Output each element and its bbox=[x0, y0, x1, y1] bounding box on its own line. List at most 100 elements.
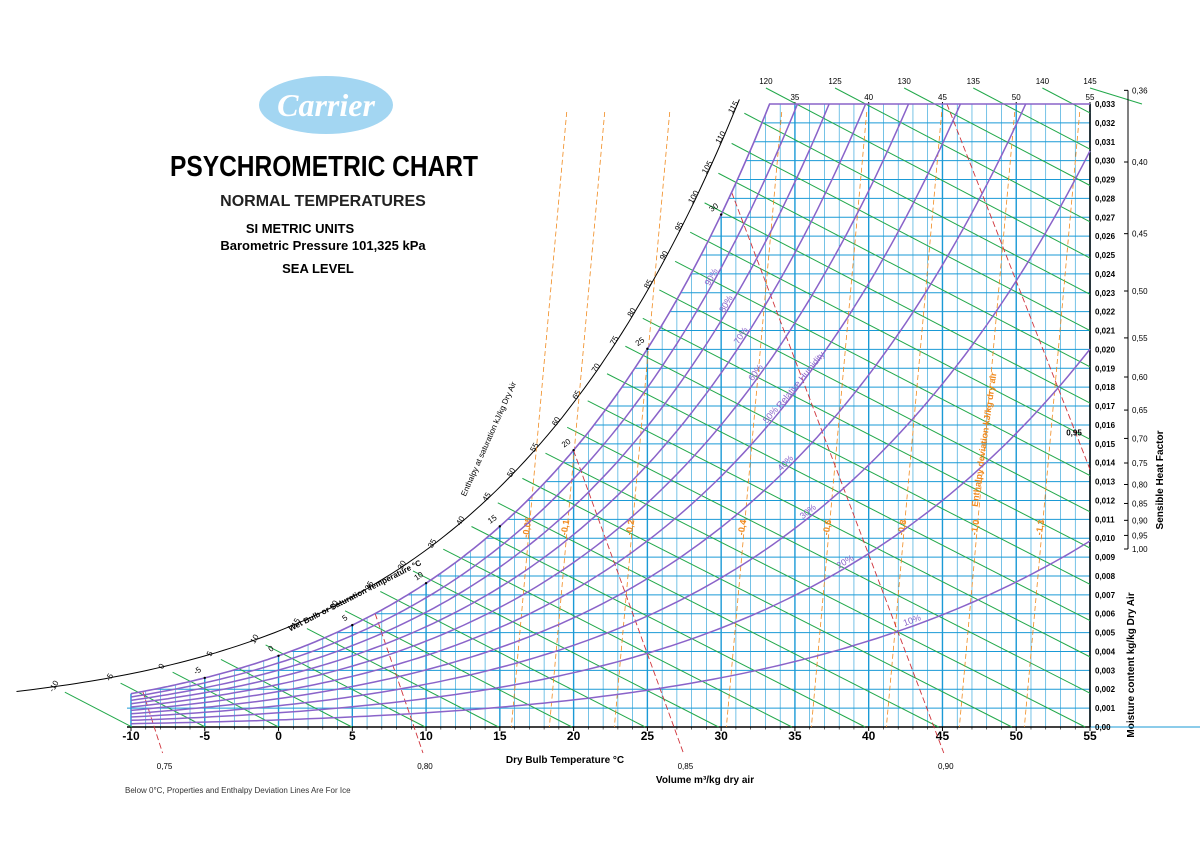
pressure-label: Barometric Pressure bbox=[220, 238, 348, 253]
volume-axis-label: Volume m³/kg dry air bbox=[656, 775, 754, 786]
pressure: Barometric Pressure 101,325 kPa bbox=[220, 238, 426, 253]
top-x-tick-label: 45 bbox=[938, 93, 947, 102]
y-tick-label: 0,025 bbox=[1095, 251, 1116, 260]
shf-tick-label: 0,75 bbox=[1132, 459, 1148, 468]
y-tick-label: 0,006 bbox=[1095, 610, 1116, 619]
y-tick-label: 0,021 bbox=[1095, 327, 1116, 336]
x-tick-label: 25 bbox=[641, 729, 655, 743]
units: SI METRIC UNITS bbox=[246, 221, 355, 236]
y-tick-label: 0,031 bbox=[1095, 138, 1116, 147]
volume-label: 0,80 bbox=[417, 762, 433, 771]
y-tick-label: 0,020 bbox=[1095, 345, 1116, 354]
y-tick-label: 0,030 bbox=[1095, 157, 1116, 166]
wet-bulb-point bbox=[572, 449, 574, 451]
y-tick-label: 0,002 bbox=[1095, 685, 1116, 694]
shf-tick-label: 0,60 bbox=[1132, 373, 1148, 382]
x-tick-label: 35 bbox=[788, 729, 802, 743]
shf-tick-label: 0,55 bbox=[1132, 334, 1148, 343]
logo: Carrier bbox=[277, 87, 375, 123]
y-tick-label: 0,005 bbox=[1095, 629, 1116, 638]
top-x-tick-label: 50 bbox=[1012, 93, 1021, 102]
wet-bulb-point bbox=[277, 655, 279, 657]
shf-tick-label: 0,50 bbox=[1132, 287, 1148, 296]
enthalpy-label: 145 bbox=[1083, 77, 1097, 86]
y-tick-label: 0,029 bbox=[1095, 176, 1116, 185]
wet-bulb-point bbox=[204, 677, 206, 679]
y-tick-label: 0,013 bbox=[1095, 478, 1116, 487]
y-tick-label: 0,022 bbox=[1095, 308, 1116, 317]
y-tick-label: 0,009 bbox=[1095, 553, 1116, 562]
x-tick-label: -5 bbox=[199, 729, 210, 743]
x-tick-label: 50 bbox=[1010, 729, 1024, 743]
chart-subtitle: NORMAL TEMPERATURES bbox=[220, 193, 426, 210]
enthalpy-label: 130 bbox=[897, 77, 911, 86]
x-tick-label: 30 bbox=[714, 729, 728, 743]
wet-bulb-point bbox=[499, 525, 501, 527]
y-tick-label: 0,010 bbox=[1095, 534, 1116, 543]
shf-tick-label: 0,36 bbox=[1132, 86, 1148, 95]
volume-label: 0,75 bbox=[157, 762, 173, 771]
shf-tick-label: 0,65 bbox=[1132, 406, 1148, 415]
enthalpy-label: 135 bbox=[967, 77, 981, 86]
y-tick-label: 0,027 bbox=[1095, 213, 1116, 222]
y-tick-label: 0,012 bbox=[1095, 496, 1116, 505]
y-tick-label: 0,033 bbox=[1095, 100, 1116, 109]
top-x-tick-label: 40 bbox=[864, 93, 873, 102]
y-tick-label: 0,011 bbox=[1095, 515, 1115, 524]
shf-axis-label: Sensible Heat Factor bbox=[1155, 430, 1166, 529]
x-axis-label: Dry Bulb Temperature °C bbox=[506, 755, 624, 766]
shf-tick-label: 0,40 bbox=[1132, 158, 1148, 167]
y-tick-label: 0,023 bbox=[1095, 289, 1116, 298]
y-tick-label: 0,018 bbox=[1095, 383, 1116, 392]
chart-title: PSYCHROMETRIC CHART bbox=[170, 151, 478, 183]
wet-bulb-point bbox=[720, 213, 722, 215]
y-tick-label: 0,028 bbox=[1095, 194, 1116, 203]
x-tick-label: 0 bbox=[275, 729, 282, 743]
y-tick-label: 0,00 bbox=[1095, 723, 1111, 732]
y-tick-label: 0,007 bbox=[1095, 591, 1116, 600]
top-x-tick-label: 55 bbox=[1086, 93, 1095, 102]
enthalpy-label: 125 bbox=[828, 77, 842, 86]
altitude: SEA LEVEL bbox=[282, 261, 354, 276]
shf-tick-label: 0,95 bbox=[1132, 531, 1148, 540]
shf-tick-label: 0,85 bbox=[1132, 499, 1148, 508]
shf-tick-label: 0,90 bbox=[1132, 516, 1148, 525]
shf-tick-label: 1,00 bbox=[1132, 545, 1148, 554]
footnote: Below 0°C, Properties and Enthalpy Devia… bbox=[125, 786, 351, 795]
volume-label: 0,90 bbox=[938, 762, 954, 771]
wet-bulb-point bbox=[425, 582, 427, 584]
pressure-unit: kPa bbox=[403, 238, 427, 253]
y-tick-label: 0,003 bbox=[1095, 666, 1116, 675]
x-tick-label: 15 bbox=[493, 729, 507, 743]
x-tick-label: -10 bbox=[122, 729, 140, 743]
x-tick-label: 5 bbox=[349, 729, 356, 743]
y-axis-label: Moisture content kg/kg Dry Air bbox=[1126, 592, 1137, 737]
enthalpy-label: 140 bbox=[1036, 77, 1050, 86]
shf-tick-label: 0,70 bbox=[1132, 434, 1148, 443]
x-tick-label: 10 bbox=[419, 729, 433, 743]
y-tick-label: 0,026 bbox=[1095, 232, 1116, 241]
x-tick-label: 40 bbox=[862, 729, 876, 743]
y-tick-label: 0,024 bbox=[1095, 270, 1116, 279]
shf-tick-label: 0,45 bbox=[1132, 230, 1148, 239]
enthalpy-label: 120 bbox=[759, 77, 773, 86]
y-tick-label: 0,032 bbox=[1095, 119, 1116, 128]
y-tick-label: 0,015 bbox=[1095, 440, 1116, 449]
volume-label: 0,95 bbox=[1066, 428, 1082, 437]
shf-tick-label: 0,80 bbox=[1132, 481, 1148, 490]
x-tick-label: 20 bbox=[567, 729, 581, 743]
wet-bulb-point bbox=[646, 348, 648, 350]
y-tick-label: 0,017 bbox=[1095, 402, 1116, 411]
y-tick-label: 0,008 bbox=[1095, 572, 1116, 581]
pressure-value: 101,325 bbox=[352, 238, 399, 253]
wet-bulb-point bbox=[351, 624, 353, 626]
y-tick-label: 0,014 bbox=[1095, 459, 1116, 468]
y-tick-label: 0,001 bbox=[1095, 704, 1116, 713]
top-x-tick-label: 35 bbox=[790, 93, 799, 102]
y-tick-label: 0,019 bbox=[1095, 364, 1116, 373]
y-tick-label: 0,016 bbox=[1095, 421, 1116, 430]
volume-label: 0,85 bbox=[678, 762, 694, 771]
y-tick-label: 0,004 bbox=[1095, 647, 1116, 656]
